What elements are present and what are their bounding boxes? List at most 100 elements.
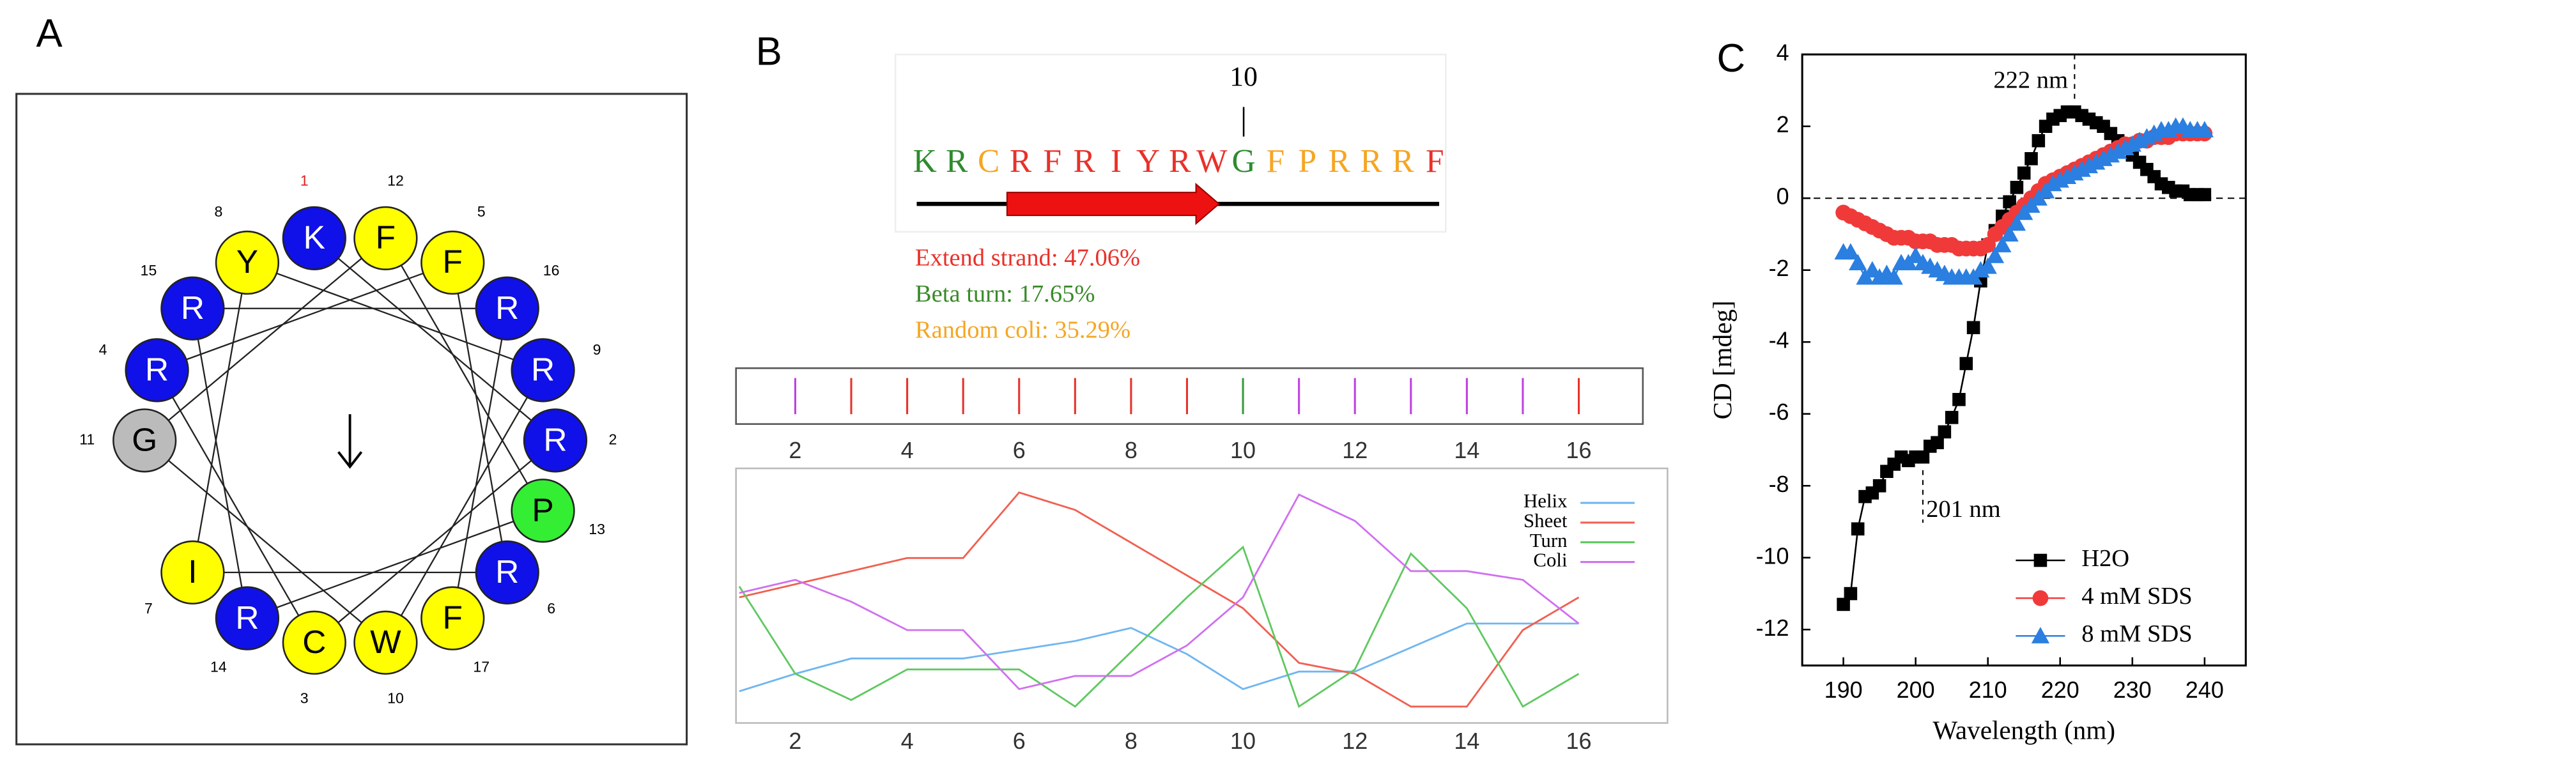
residue-letter: R xyxy=(543,420,567,457)
residue-number: 15 xyxy=(141,262,157,279)
x-tick-label: 10 xyxy=(1230,728,1256,754)
residue-node xyxy=(523,408,588,473)
residue-node xyxy=(353,610,418,675)
legend-marker xyxy=(2031,627,2050,643)
y-tick-label: -4 xyxy=(1769,327,1789,353)
data-point xyxy=(1885,268,1903,285)
data-point xyxy=(2003,195,2016,209)
sequence-letter: C xyxy=(978,143,999,180)
data-point xyxy=(1841,243,1860,260)
x-tick-label: 4 xyxy=(901,437,914,463)
residue-letter: R xyxy=(531,351,555,388)
sequence-letter: R xyxy=(946,143,968,180)
residue-node xyxy=(282,206,346,270)
residue-letter: K xyxy=(304,219,325,256)
wheel-link xyxy=(452,308,508,619)
residue-letter: G xyxy=(132,420,157,457)
y-tick-label: -6 xyxy=(1769,399,1789,425)
structure-summary: Random coli: 35.29% xyxy=(915,317,1130,344)
residue-number: 16 xyxy=(543,262,560,279)
y-tick-label: 2 xyxy=(1777,111,1789,137)
wheel-link xyxy=(192,262,249,573)
residue-letter: R xyxy=(145,351,169,388)
residue-number: 7 xyxy=(144,600,153,617)
residue-letter: C xyxy=(302,623,326,660)
residue-number: 14 xyxy=(210,659,227,675)
plot-frame xyxy=(1801,53,2247,667)
residue-letter: F xyxy=(443,243,463,280)
residue-node xyxy=(125,338,189,403)
residue-letter: R xyxy=(495,553,519,590)
x-tick-label: 2 xyxy=(789,437,801,463)
panel-label: B xyxy=(756,29,782,73)
data-point xyxy=(1872,479,1886,493)
legend-label: Sheet xyxy=(1523,510,1568,532)
residue-node xyxy=(353,206,418,270)
residue-node xyxy=(112,408,177,473)
x-tick-label: 12 xyxy=(1342,728,1368,754)
x-tick-label: 200 xyxy=(1897,677,1935,703)
residue-letter: I xyxy=(188,553,197,590)
residue-node xyxy=(475,540,539,605)
sequence-letter: R xyxy=(1360,143,1382,180)
sequence-letter: F xyxy=(1267,143,1285,180)
residue-node xyxy=(215,230,280,295)
structure-summary: Extend strand: 47.06% xyxy=(915,244,1140,271)
series-line xyxy=(1842,111,2205,605)
x-tick-label: 2 xyxy=(789,728,801,754)
residue-number: 5 xyxy=(477,203,486,220)
profile-line xyxy=(739,493,1580,691)
profile-line xyxy=(739,491,1580,708)
wheel-link xyxy=(192,308,249,619)
wheel-link xyxy=(144,440,387,643)
wheel-link xyxy=(314,440,556,643)
residue-node xyxy=(511,479,575,543)
moment-arrow xyxy=(337,414,363,469)
residue-number: 4 xyxy=(99,341,107,358)
x-axis-title: Wavelength (nm) xyxy=(1932,715,2115,745)
sequence-letter: W xyxy=(1196,143,1228,180)
residue-number: 11 xyxy=(79,431,95,447)
x-tick-label: 8 xyxy=(1125,728,1138,754)
sequence-letter: F xyxy=(1044,143,1062,180)
residue-letter: W xyxy=(370,623,401,660)
x-tick-label: 8 xyxy=(1125,437,1138,463)
residue-number: 10 xyxy=(387,690,404,707)
panel-label: A xyxy=(36,12,63,56)
residue-number: 8 xyxy=(214,203,222,220)
y-axis-title: CD [mdeg] xyxy=(1708,300,1737,419)
residue-number: 12 xyxy=(387,172,404,188)
residue-number: 3 xyxy=(300,690,309,707)
x-tick-label: 16 xyxy=(1566,728,1592,754)
data-point xyxy=(2017,166,2031,180)
panel-a-frame xyxy=(15,93,688,746)
y-tick-label: 4 xyxy=(1777,40,1789,66)
wheel-nodes: K 1 R 2 C 3 R 4 F 5 R 6 I 7 Y 8 R 9 W 10 G 11 F 12 P 13 R 14 R 15 R 16 F… xyxy=(79,172,617,706)
legend-label: 4 mM SDS xyxy=(2081,583,2193,610)
wheel-link xyxy=(247,510,543,619)
data-point xyxy=(1959,357,1973,371)
data-point xyxy=(2025,152,2038,165)
residue-letter: R xyxy=(495,289,519,326)
residue-node xyxy=(420,230,485,295)
sequence-letter: R xyxy=(1074,143,1096,180)
residue-node xyxy=(160,540,225,605)
wheel-link xyxy=(247,261,543,371)
residue-letter: Y xyxy=(236,243,258,280)
sequence-letter: I xyxy=(1111,143,1122,180)
y-tick-label: -2 xyxy=(1769,255,1789,281)
data-point xyxy=(1837,597,1850,611)
x-tick-label: 4 xyxy=(901,728,914,754)
structure-summary: Beta turn: 17.65% xyxy=(915,281,1095,307)
x-tick-label: 240 xyxy=(2186,677,2224,703)
marker-label: 10 xyxy=(1230,61,1258,92)
sequence-letter: Y xyxy=(1136,143,1160,180)
data-point xyxy=(1978,257,1997,274)
panel-label: C xyxy=(1716,36,1745,81)
data-point xyxy=(1938,425,1952,439)
strand-arrow xyxy=(1006,183,1221,226)
data-point xyxy=(1916,450,1930,464)
residue-node xyxy=(282,610,346,675)
wheel-link xyxy=(156,369,315,643)
residue-node xyxy=(160,276,225,341)
